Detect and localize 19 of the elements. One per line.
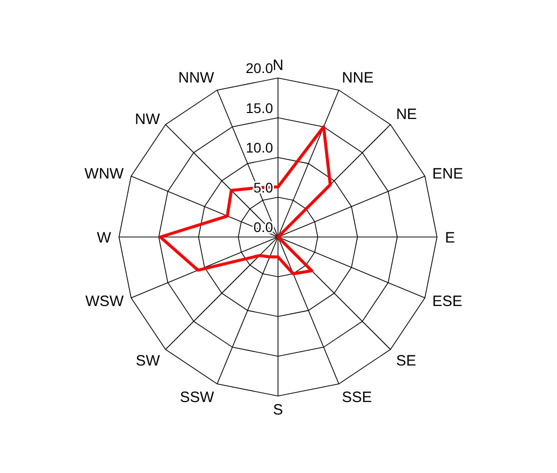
- spoke-label: SSW: [180, 388, 215, 406]
- spoke-label: E: [445, 229, 456, 246]
- spoke-label: ESE: [432, 293, 462, 310]
- spoke-label: W: [96, 229, 112, 246]
- spoke-label: NW: [134, 111, 161, 128]
- spoke-label: NE: [396, 106, 417, 123]
- spoke-label: SW: [136, 352, 161, 370]
- spoke-label: WNW: [84, 165, 125, 182]
- spoke-label: SSE: [342, 388, 372, 406]
- spoke-label: NNE: [342, 70, 374, 87]
- spoke-label: NNW: [178, 70, 215, 87]
- spoke-label: S: [272, 402, 284, 419]
- spoke-label: N: [272, 57, 284, 74]
- y-tick-label: 10.0: [246, 140, 274, 156]
- y-tick-label: 15.0: [246, 100, 274, 116]
- y-tick-label: 20.0: [246, 60, 274, 76]
- spoke-label: WSW: [85, 293, 125, 310]
- spoke-label: SE: [396, 352, 416, 370]
- spoke-label: ENE: [432, 165, 464, 182]
